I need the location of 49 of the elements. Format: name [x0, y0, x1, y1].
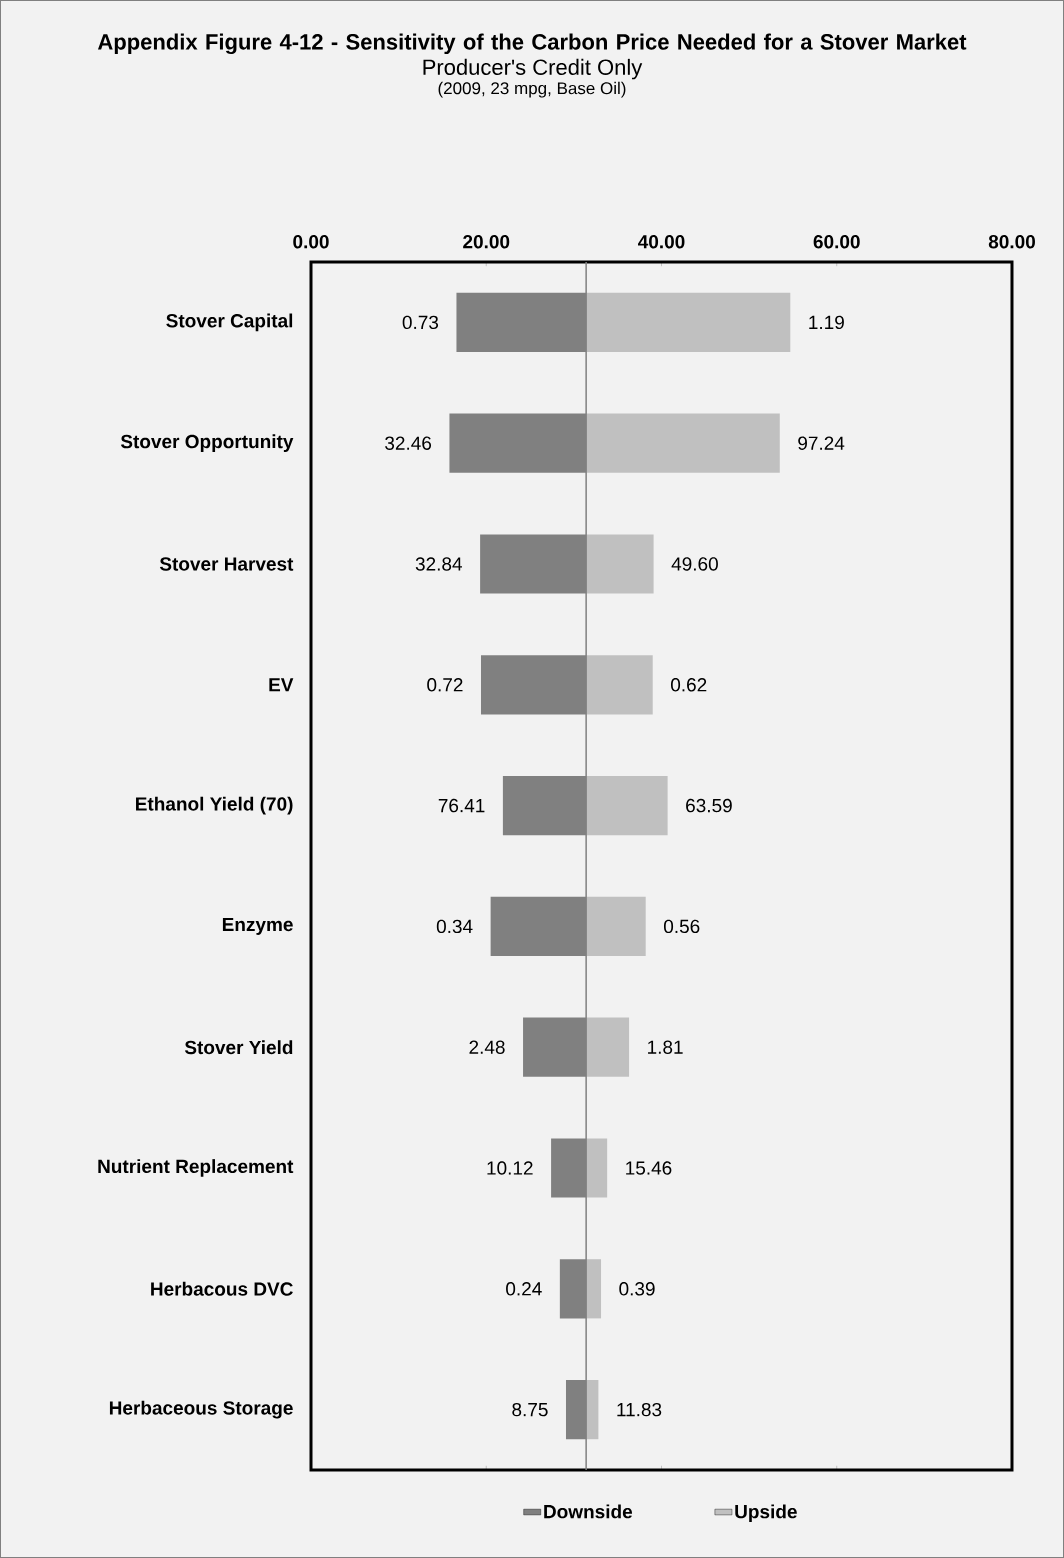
y-tick-label: Enzyme	[222, 917, 293, 935]
annotation: 32.46	[385, 436, 432, 450]
y-tick-label: Herbacous DVC	[151, 1281, 293, 1296]
x-tick-label: 0.00	[293, 234, 329, 249]
annotation: 11.83	[617, 1402, 662, 1417]
y-tick-label: EV	[269, 678, 294, 692]
annotation: 63.59	[686, 798, 732, 813]
x-tick-label: 20.00	[463, 234, 510, 249]
y-tick-label: Ethanol Yield (70)	[136, 796, 293, 815]
bar	[586, 896, 646, 956]
annotation: 15.46	[626, 1161, 672, 1175]
bar	[586, 1017, 630, 1077]
annotation: 0.56	[663, 919, 700, 934]
bar	[586, 1259, 602, 1319]
annotation: 8.75	[512, 1402, 548, 1417]
y-tick-label: Stover Capital	[166, 313, 293, 332]
text: (2009, 23 mpg, Base Oil)	[438, 81, 626, 98]
bar	[586, 655, 653, 715]
annotation: 0.24	[506, 1282, 542, 1296]
annotation: 32.84	[415, 557, 463, 571]
annotation: 0.34	[436, 919, 473, 934]
y-tick-label: Stover Harvest	[159, 557, 294, 571]
annotation: 0.73	[402, 315, 439, 330]
annotation: 97.24	[798, 436, 845, 450]
annotation: 0.39	[619, 1282, 655, 1296]
y-tick-label: Herbaceous Storage	[109, 1400, 293, 1419]
bar	[586, 534, 654, 594]
annotation: 2.48	[469, 1040, 505, 1054]
x-tick-label: 40.00	[638, 234, 685, 249]
bar	[586, 1138, 608, 1198]
y-tick-label: Stover Yield	[184, 1040, 293, 1055]
bar	[586, 413, 780, 473]
annotation: 76.41	[438, 798, 485, 813]
y-tick-label: Nutrient Replacement	[98, 1159, 294, 1177]
annotation: 1.19	[809, 315, 844, 330]
bar	[586, 775, 668, 836]
legend-label: Downside	[544, 1504, 633, 1519]
annotation: 10.12	[487, 1161, 533, 1175]
annotation: 0.62	[671, 678, 707, 692]
chart-subtitle: Producer's Credit Only	[423, 58, 643, 80]
bar	[586, 292, 791, 352]
x-tick-label: 60.00	[813, 234, 860, 249]
annotation: 0.72	[427, 678, 463, 692]
annotation: 49.60	[671, 557, 718, 571]
x-tick-label: 80.00	[988, 234, 1035, 249]
chart-title: Appendix Figure 4-12 - Sensitivity of the Carbon Price Needed for a Stover Market	[97, 33, 967, 55]
y-tick-label: Stover Opportunity	[120, 434, 294, 453]
annotation: 1.81	[648, 1040, 683, 1054]
legend-label: Upside	[735, 1504, 797, 1523]
